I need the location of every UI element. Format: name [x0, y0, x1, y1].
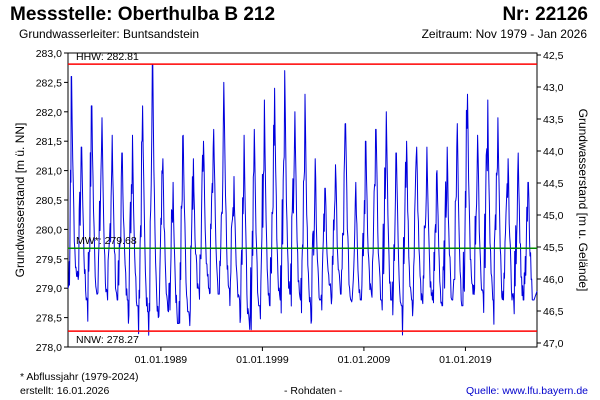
- right-axis: 42,5 43,0 43,5 44,0 44,5 45,0 45,5 46,0 46,5 47,0: [537, 50, 564, 350]
- x-tick-label: 01.01.2009: [338, 354, 391, 366]
- x-axis: 01.01.1989 01.01.1999 01.01.2009 01.01.2019: [135, 347, 492, 366]
- y-axis-title-left: Grundwasserstand [m ü. NN]: [13, 123, 27, 278]
- left-tick-label: 278,0: [36, 342, 62, 354]
- x-tick-label: 01.01.2019: [439, 354, 492, 366]
- x-tick-label: 01.01.1999: [236, 354, 289, 366]
- right-tick-label: 45,5: [543, 242, 564, 254]
- left-tick-label: 281,0: [36, 166, 62, 178]
- raw-data-label: - Rohdaten -: [284, 385, 343, 397]
- mw-label: MW*: 279.68: [76, 235, 137, 247]
- left-tick-label: 280,5: [36, 195, 62, 207]
- left-tick-label: 282,0: [36, 107, 62, 119]
- right-tick-label: 45,0: [543, 210, 564, 222]
- left-tick-label: 282,5: [36, 77, 62, 89]
- left-tick-label: 278,5: [36, 313, 62, 325]
- page-title: Messstelle: Oberthulba B 212: [10, 4, 276, 25]
- left-tick-label: 279,5: [36, 254, 62, 266]
- aquifer-label: Grundwasserleiter: Buntsandstein: [19, 27, 200, 41]
- right-tick-label: 43,5: [543, 114, 564, 126]
- x-tick-label: 01.01.1989: [135, 354, 188, 366]
- left-tick-label: 281,5: [36, 136, 62, 148]
- right-tick-label: 42,5: [543, 50, 564, 62]
- created-date: erstellt: 16.01.2026: [20, 385, 110, 397]
- plot-frame: [67, 52, 538, 348]
- station-number: Nr: 22126: [502, 4, 588, 25]
- footnote: * Abflussjahr (1979-2024): [20, 371, 139, 383]
- right-tick-label: 44,5: [543, 178, 564, 190]
- left-axis: 278,0 278,5 279,0 279,5 280,0 280,5 281,0 281,5…: [36, 48, 68, 354]
- left-tick-label: 283,0: [36, 48, 62, 60]
- hhw-label: HHW: 282.81: [76, 51, 139, 63]
- right-tick-label: 43,0: [543, 82, 564, 94]
- right-tick-label: 46,0: [543, 274, 564, 286]
- y-axis-title-right: Grundwasserstand [m u. Gelände]: [576, 109, 590, 292]
- source-link[interactable]: Quelle: www.lfu.bayern.de: [466, 385, 588, 397]
- right-tick-label: 46,5: [543, 306, 564, 318]
- nnw-label: NNW: 278.27: [76, 334, 139, 346]
- period-label: Zeitraum: Nov 1979 - Jan 2026: [421, 27, 587, 41]
- left-tick-label: 279,0: [36, 283, 62, 295]
- left-tick-label: 280,0: [36, 224, 62, 236]
- right-tick-label: 47,0: [543, 338, 564, 350]
- series-line: [67, 64, 538, 336]
- right-tick-label: 44,0: [543, 146, 564, 158]
